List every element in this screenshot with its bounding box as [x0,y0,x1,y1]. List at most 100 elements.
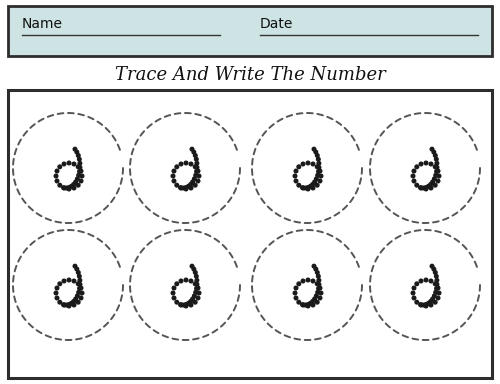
Circle shape [55,286,59,290]
Circle shape [189,186,193,190]
Circle shape [308,185,312,188]
Circle shape [175,165,178,169]
Circle shape [311,300,314,303]
Circle shape [318,179,322,183]
Circle shape [435,166,439,169]
Circle shape [184,187,188,191]
Circle shape [75,267,78,271]
Circle shape [76,177,79,180]
Circle shape [196,179,200,183]
Circle shape [196,286,200,290]
Circle shape [435,286,438,290]
Circle shape [172,179,176,183]
Circle shape [186,185,190,188]
Circle shape [67,278,71,282]
Circle shape [67,187,71,191]
Circle shape [192,150,196,154]
Circle shape [80,291,84,295]
Circle shape [316,291,320,294]
Circle shape [62,303,66,307]
Circle shape [77,291,80,294]
Circle shape [67,186,70,189]
Circle shape [70,185,73,188]
Circle shape [293,291,297,295]
Circle shape [304,303,307,307]
Circle shape [306,187,310,191]
Circle shape [179,303,183,307]
Circle shape [301,162,305,166]
Circle shape [195,170,198,173]
Circle shape [195,278,198,282]
Circle shape [62,279,66,283]
Circle shape [311,186,315,190]
Circle shape [186,301,190,305]
Circle shape [184,278,188,282]
Circle shape [79,169,83,173]
Circle shape [412,296,416,300]
Circle shape [194,184,197,187]
Circle shape [437,291,441,295]
Circle shape [196,169,200,173]
Circle shape [190,264,194,268]
Circle shape [54,291,58,295]
Circle shape [77,174,80,177]
Circle shape [430,264,434,268]
Circle shape [172,169,176,173]
Circle shape [435,161,438,165]
Circle shape [194,157,198,161]
Circle shape [419,303,422,306]
Circle shape [318,286,322,290]
Circle shape [189,303,193,307]
Circle shape [429,279,433,283]
Circle shape [319,291,323,295]
Circle shape [424,304,428,308]
Circle shape [319,174,323,178]
Circle shape [67,303,70,306]
Circle shape [429,183,432,186]
Circle shape [196,296,200,300]
Circle shape [436,286,440,290]
Circle shape [55,296,59,300]
Circle shape [301,186,304,189]
Circle shape [172,286,176,290]
Circle shape [316,184,319,187]
Circle shape [430,147,434,151]
Circle shape [429,162,433,166]
Circle shape [435,278,438,282]
Circle shape [317,278,320,282]
Circle shape [194,165,197,169]
Circle shape [419,186,423,190]
Circle shape [434,154,437,157]
Circle shape [429,300,432,303]
Circle shape [306,186,310,189]
Circle shape [297,300,300,304]
Circle shape [424,278,428,282]
Circle shape [306,303,310,306]
Circle shape [316,282,319,286]
Circle shape [415,165,418,169]
Circle shape [294,179,298,183]
Circle shape [179,303,182,306]
Circle shape [189,300,192,303]
Circle shape [316,174,320,177]
Circle shape [80,174,84,178]
Circle shape [194,282,197,286]
Text: Name: Name [22,17,63,31]
Circle shape [191,180,194,184]
Circle shape [419,279,423,283]
Circle shape [62,186,66,190]
Circle shape [184,303,188,306]
Circle shape [434,275,438,278]
Circle shape [182,186,185,190]
Circle shape [316,157,320,161]
Circle shape [301,186,305,190]
Circle shape [426,301,430,305]
Circle shape [75,150,78,154]
Circle shape [436,179,440,183]
Circle shape [437,174,441,178]
Circle shape [432,267,436,271]
Circle shape [431,180,434,184]
Circle shape [78,275,81,278]
Circle shape [314,267,318,271]
Text: Date: Date [260,17,294,31]
